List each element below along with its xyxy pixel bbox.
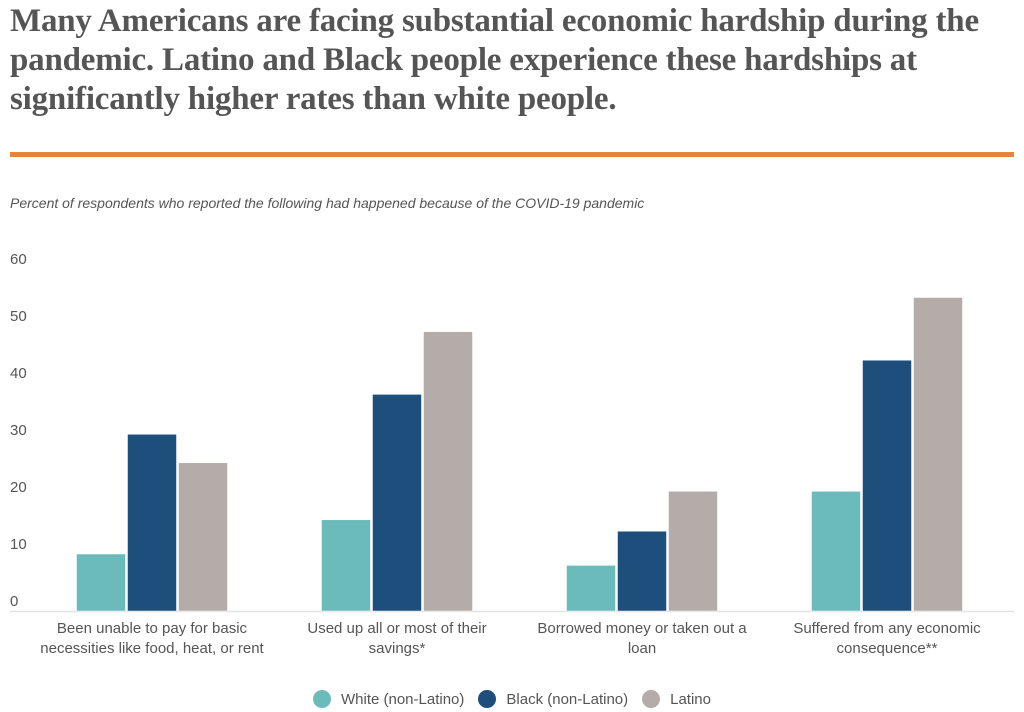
bar-chart: 0 10 20 30 40 50 60 Been unable to pay for basi…	[10, 251, 1014, 657]
bar-latino-2	[668, 491, 718, 612]
category-label: consequence**	[837, 640, 938, 657]
legend-item-black: Black (non-Latino)	[478, 690, 628, 708]
legend: White (non-Latino) Black (non-Latino) La…	[0, 690, 1024, 708]
legend-item-latino: Latino	[642, 690, 711, 708]
legend-label: Latino	[670, 690, 711, 708]
title-divider	[10, 152, 1014, 157]
category-label: savings*	[369, 640, 426, 657]
y-tick-label: 20	[10, 479, 27, 496]
bar-white-non-latino--0	[76, 553, 126, 612]
legend-swatch	[478, 690, 497, 708]
category-label: Suffered from any economic	[793, 620, 981, 637]
legend-swatch	[312, 690, 331, 708]
bar-latino-1	[423, 331, 473, 612]
category-label: necessities like food, heat, or rent	[40, 640, 264, 657]
legend-label: White (non-Latino)	[340, 690, 465, 708]
y-tick-label: 10	[10, 536, 27, 553]
legend-swatch	[642, 690, 661, 708]
y-tick-label: 30	[10, 422, 27, 439]
bar-latino-3	[913, 297, 963, 612]
bar-black-non-latino--2	[617, 530, 667, 612]
bar-black-non-latino--1	[372, 394, 422, 612]
category-label: loan	[628, 640, 656, 657]
legend-item-white: White (non-Latino)	[312, 690, 465, 708]
y-tick-label: 50	[10, 308, 27, 325]
y-tick-label: 40	[10, 365, 27, 382]
bar-black-non-latino--3	[862, 359, 912, 612]
category-label: Been unable to pay for basic	[57, 620, 248, 637]
y-tick-label: 60	[10, 251, 27, 268]
bar-white-non-latino--2	[566, 565, 616, 612]
y-tick-label: 0	[10, 593, 18, 610]
bar-white-non-latino--1	[321, 519, 371, 612]
legend-label: Black (non-Latino)	[506, 690, 629, 708]
bar-white-non-latino--3	[811, 491, 861, 612]
category-label: Borrowed money or taken out a	[537, 620, 747, 637]
chart-title: Many Americans are facing substantial ec…	[10, 3, 979, 117]
bar-latino-0	[178, 462, 228, 612]
bar-black-non-latino--0	[127, 434, 177, 612]
chart-subtitle: Percent of respondents who reported the …	[10, 195, 645, 211]
category-label: Used up all or most of their	[307, 620, 486, 637]
